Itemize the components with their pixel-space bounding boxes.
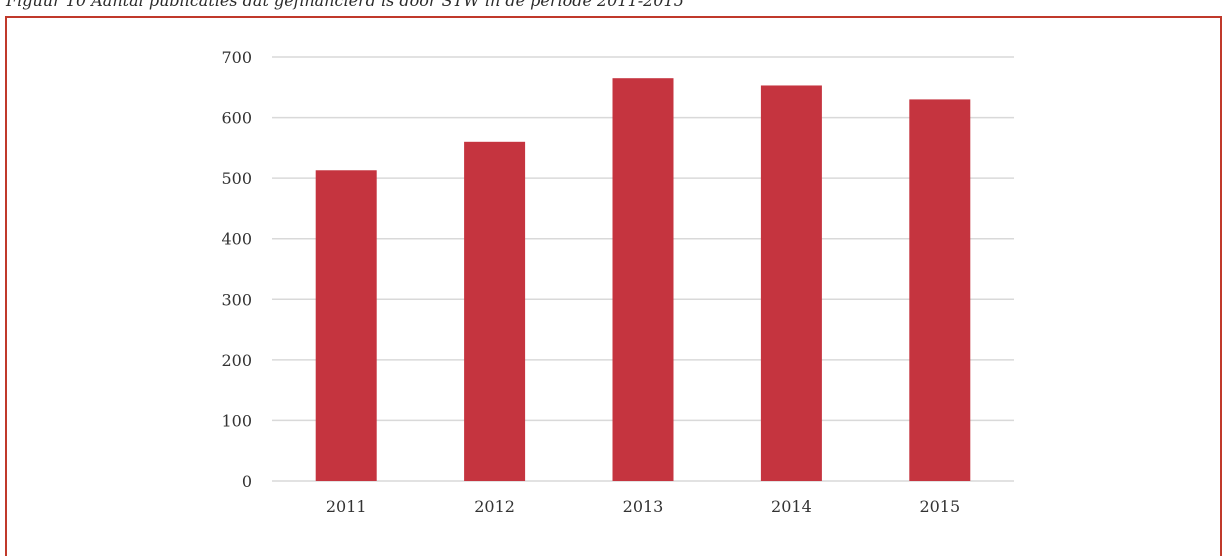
y-axis-ticks: 0 100 200 300 400 500 600 700 (221, 48, 252, 491)
y-tick-label: 700 (221, 48, 252, 67)
figure-caption: Figuur 10 Aantal publicaties dat gefinan… (6, 0, 684, 10)
y-tick-label: 400 (221, 230, 252, 249)
x-tick-label: 2011 (326, 497, 367, 516)
x-tick-label: 2014 (771, 497, 812, 516)
figure-frame (5, 16, 1222, 556)
y-tick-label: 300 (221, 290, 252, 309)
x-tick-label: 2012 (474, 497, 515, 516)
x-tick-label: 2013 (623, 497, 664, 516)
y-tick-label: 200 (221, 351, 252, 370)
bar-2013 (612, 78, 674, 481)
bar-2014 (760, 85, 822, 482)
bar-2012 (464, 141, 526, 482)
y-tick-label: 500 (221, 169, 252, 188)
x-axis-ticks: 2011 2012 2013 2014 2015 (326, 497, 960, 516)
x-tick-label: 2015 (919, 497, 960, 516)
bar-2015 (909, 99, 971, 482)
bar-2011 (315, 170, 377, 482)
gridlines (272, 56, 1014, 482)
y-tick-label: 100 (221, 411, 252, 430)
bars (315, 78, 971, 482)
y-tick-label: 600 (221, 109, 252, 128)
y-tick-label: 0 (242, 472, 252, 491)
